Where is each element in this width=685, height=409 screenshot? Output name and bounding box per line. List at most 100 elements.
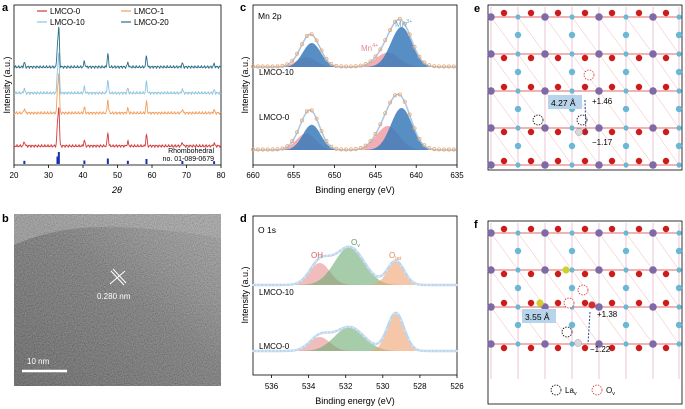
data-point-lmco0 (329, 144, 334, 149)
fit-envelope-lmco10 (253, 18, 457, 68)
data-point-lmco10 (259, 284, 262, 286)
data-point-lmco0 (274, 350, 277, 352)
bond-line (517, 53, 546, 92)
bond-line (598, 90, 627, 129)
distance-label-e: 4.27 Å (551, 98, 576, 108)
data-point-lmco10 (422, 60, 427, 65)
mn-atom (569, 267, 575, 273)
data-point-lmco0 (412, 126, 417, 131)
legend-lmco10: LMCO-10 (50, 18, 85, 27)
o-atom (527, 270, 535, 278)
charge-bottom-e: −1.17 (592, 138, 613, 147)
data-point-lmco10 (358, 63, 363, 68)
data-point-lmco10 (415, 282, 418, 285)
data-point-lmco0 (255, 147, 260, 152)
bond-line (490, 16, 519, 55)
data-point-lmco0 (251, 147, 255, 152)
o-atom (581, 128, 589, 136)
data-point-lmco0 (307, 341, 310, 344)
mn3-component-lmco0 (253, 124, 457, 150)
data-point-lmco10 (285, 283, 288, 286)
o-atom (581, 83, 589, 91)
data-point-lmco0 (324, 139, 329, 143)
panel-a-frame (13, 4, 222, 166)
data-point-lmco0 (363, 335, 366, 338)
data-point-lmco0 (432, 147, 437, 152)
data-point-lmco0 (374, 342, 377, 345)
x-tick-label: 635 (450, 171, 464, 180)
o-atom (581, 344, 589, 352)
olat-label: Olat (389, 251, 402, 262)
data-point-lmco0 (433, 350, 436, 352)
panel-b: b (2, 213, 221, 386)
bond-line (598, 16, 627, 55)
data-point-lmco10 (252, 284, 254, 286)
data-point-lmco10 (341, 248, 343, 251)
la-atom (541, 161, 549, 169)
data-point-lmco0 (367, 338, 369, 341)
o-atom (554, 83, 562, 91)
la-atom (649, 266, 657, 274)
data-point-lmco10 (393, 260, 395, 263)
o-atom (662, 83, 670, 91)
panel-d-ylabel: Intensity (a.u.) (240, 266, 250, 323)
o-atom (581, 299, 589, 307)
data-point-lmco10 (355, 250, 358, 253)
x-tick-label: 30 (44, 171, 53, 180)
mn-atom (568, 68, 576, 76)
data-point-lmco0 (300, 347, 303, 350)
bond-line (490, 269, 519, 308)
x-tick-label: 534 (302, 382, 316, 391)
la-atom (595, 87, 603, 95)
mn-atom (675, 284, 683, 292)
data-point-lmco10 (333, 253, 336, 256)
mn-atom (676, 14, 682, 20)
mn-atom (622, 142, 630, 150)
data-point-lmco0 (363, 143, 368, 148)
data-point-lmco10 (255, 64, 260, 69)
data-point-lmco10 (290, 58, 295, 63)
la-atom (541, 266, 549, 274)
bond-line (544, 232, 573, 271)
data-point-lmco0 (393, 312, 395, 315)
x-tick-label: 40 (79, 171, 88, 180)
o-atom (581, 157, 589, 165)
bond-line (652, 53, 680, 92)
data-point-lmco0 (388, 100, 393, 105)
bond-line (652, 306, 680, 345)
bond-line (598, 306, 627, 345)
data-point-lmco10 (352, 247, 355, 249)
x-tick-label: 660 (246, 171, 260, 180)
bond-line (490, 306, 519, 345)
mn-atom (622, 68, 630, 76)
bond-line (490, 53, 519, 92)
mn-atom (515, 267, 521, 273)
panel-d-label-lmco0: LMCO-0 (259, 342, 290, 351)
data-point-lmco0 (259, 350, 262, 352)
data-point-lmco10 (363, 62, 368, 67)
la-atom (649, 340, 657, 348)
data-point-lmco0 (304, 109, 309, 114)
data-point-lmco0 (266, 350, 269, 352)
panel-f: f 3.55 Å +1.38 −1.22 Lav Ov (474, 219, 683, 405)
la-atom (487, 303, 495, 311)
data-point-lmco10 (359, 255, 362, 258)
la-atom (541, 340, 549, 348)
data-point-lmco10 (452, 284, 455, 286)
bond-line (625, 53, 654, 92)
data-point-lmco0 (448, 350, 451, 352)
o-atom (527, 299, 535, 307)
data-point-lmco0 (260, 147, 265, 152)
data-point-lmco10 (437, 284, 440, 286)
data-point-lmco10 (329, 254, 332, 257)
la-atom (595, 161, 603, 169)
mn-atom (623, 125, 629, 131)
data-point-lmco10 (378, 47, 383, 52)
bond-line (625, 306, 654, 345)
data-point-lmco0 (381, 336, 384, 339)
charge-top-f: +1.38 (597, 310, 618, 319)
data-point-lmco10 (339, 64, 344, 69)
o-atom (608, 270, 616, 278)
la-atom (541, 13, 549, 21)
